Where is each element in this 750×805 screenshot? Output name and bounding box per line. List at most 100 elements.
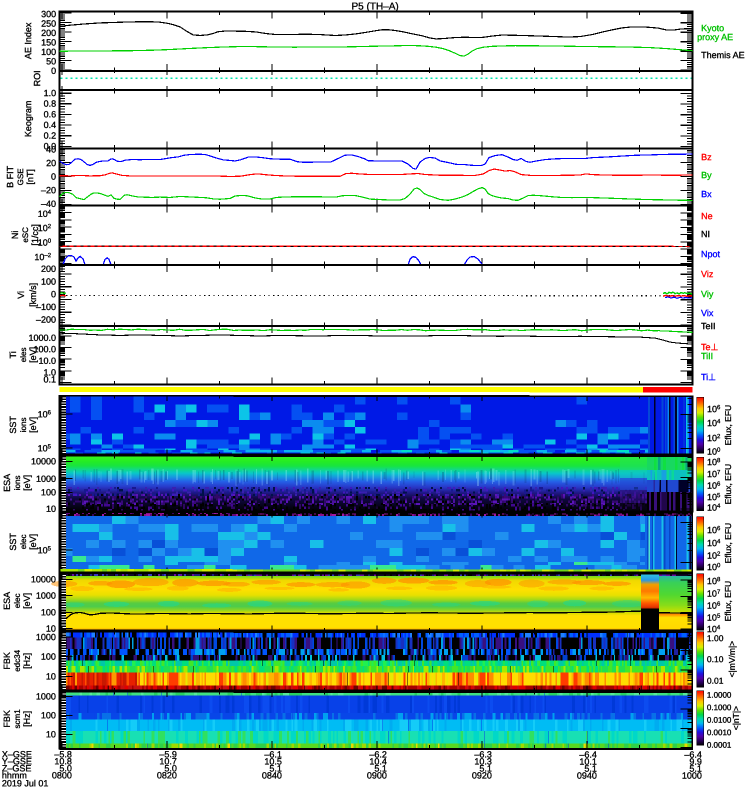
svg-text:ions: ions	[19, 418, 28, 433]
svg-text:0.10: 0.10	[707, 654, 724, 664]
svg-text:SST: SST	[8, 416, 18, 434]
svg-text:ROI: ROI	[32, 70, 42, 86]
svg-text:104: 104	[707, 503, 721, 513]
svg-text:0.8: 0.8	[44, 99, 57, 109]
svg-text:100: 100	[707, 562, 721, 572]
svg-text:100: 100	[41, 710, 56, 720]
svg-text:Ni: Ni	[10, 231, 20, 240]
svg-text:Ne: Ne	[701, 211, 713, 221]
svg-text:0920: 0920	[472, 771, 492, 781]
svg-text:105: 105	[707, 492, 721, 502]
svg-text:[eV]: [eV]	[28, 534, 38, 550]
svg-text:proxy AE: proxy AE	[697, 32, 733, 42]
svg-text:Bx: Bx	[701, 189, 712, 199]
svg-text:ESA: ESA	[2, 474, 12, 492]
svg-text:[eV]: [eV]	[22, 593, 32, 609]
svg-text:AE Index: AE Index	[23, 22, 33, 59]
svg-text:[eV]: [eV]	[28, 417, 38, 433]
svg-text:–200: –200	[36, 315, 56, 325]
svg-text:0: 0	[51, 172, 56, 182]
svg-text:0800: 0800	[52, 770, 72, 780]
svg-text:Eflux, EFU: Eflux, EFU	[723, 523, 733, 564]
svg-text:–40: –40	[41, 199, 56, 209]
svg-text:Eflux, EFU: Eflux, EFU	[723, 464, 733, 505]
svg-text:104: 104	[707, 418, 721, 428]
svg-text:0940: 0940	[577, 771, 597, 781]
svg-text:[Hz]: [Hz]	[22, 653, 32, 669]
svg-text:40: 40	[46, 144, 56, 154]
svg-text:Ti⊥: Ti⊥	[701, 372, 716, 382]
svg-text:105: 105	[38, 443, 52, 453]
svg-text:eSC: eSC	[21, 227, 30, 243]
svg-text:By: By	[701, 170, 712, 180]
svg-text:100: 100	[41, 652, 56, 662]
svg-text:1.00: 1.00	[707, 633, 724, 643]
svg-text:NI: NI	[701, 229, 710, 239]
svg-text:0.01: 0.01	[707, 676, 724, 686]
svg-text:[km/s]: [km/s]	[28, 283, 38, 307]
svg-text:[eV]: [eV]	[22, 475, 32, 491]
svg-text:0840: 0840	[262, 770, 282, 780]
svg-text:<|nT|>: <|nT|>	[731, 706, 741, 730]
svg-text:elec: elec	[19, 535, 28, 550]
svg-text:106: 106	[707, 481, 721, 491]
svg-text:10.0: 10.0	[38, 356, 56, 366]
svg-text:<|mV/m|>: <|mV/m|>	[727, 641, 737, 678]
svg-text:10: 10	[46, 504, 56, 514]
svg-text:Keogram: Keogram	[23, 101, 33, 138]
svg-text:1.0: 1.0	[43, 367, 56, 377]
svg-text:Viy: Viy	[701, 289, 714, 299]
svg-text:104: 104	[38, 209, 52, 219]
svg-text:1000: 1000	[682, 771, 702, 781]
svg-text:300: 300	[41, 9, 56, 19]
svg-text:Eflux, EFU: Eflux, EFU	[723, 581, 733, 622]
svg-text:Themis AE: Themis AE	[701, 50, 745, 60]
svg-text:200: 200	[41, 264, 56, 274]
svg-text:20: 20	[46, 158, 56, 168]
svg-text:FBK: FBK	[2, 710, 12, 728]
svg-text:Vix: Vix	[701, 308, 714, 318]
svg-text:Eflux, EFU: Eflux, EFU	[723, 405, 733, 446]
svg-text:104: 104	[707, 538, 721, 548]
svg-text:[1/cc]: [1/cc]	[30, 224, 40, 246]
svg-text:200: 200	[41, 28, 56, 38]
svg-text:Vi: Vi	[16, 291, 26, 299]
svg-text:1000: 1000	[36, 691, 56, 701]
svg-text:100: 100	[41, 607, 56, 617]
svg-text:Npot: Npot	[701, 249, 721, 259]
svg-text:ESA: ESA	[2, 592, 12, 610]
svg-text:105: 105	[707, 613, 721, 623]
svg-text:100: 100	[41, 277, 56, 287]
svg-text:[eV]: [eV]	[28, 347, 38, 363]
svg-text:0: 0	[51, 66, 56, 76]
svg-text:10000: 10000	[31, 574, 56, 584]
svg-text:0.2: 0.2	[44, 131, 57, 141]
svg-text:0: 0	[51, 289, 56, 299]
svg-text:1.0000: 1.0000	[707, 691, 732, 700]
svg-text:B FIT: B FIT	[5, 165, 15, 188]
svg-text:102: 102	[707, 433, 721, 443]
svg-text:GSE: GSE	[16, 168, 25, 185]
svg-text:106: 106	[38, 409, 52, 419]
svg-text:108: 108	[707, 457, 721, 467]
svg-text:1.0: 1.0	[44, 88, 57, 98]
svg-text:107: 107	[707, 589, 721, 599]
svg-text:TeII: TeII	[701, 321, 716, 331]
svg-text:10000: 10000	[31, 456, 56, 466]
svg-text:10–2: 10–2	[34, 252, 51, 262]
svg-text:0900: 0900	[367, 770, 387, 780]
svg-text:TiII: TiII	[701, 351, 713, 361]
svg-text:106: 106	[707, 601, 721, 611]
svg-text:0.0010: 0.0010	[707, 728, 732, 737]
svg-text:scm1: scm1	[13, 709, 22, 729]
svg-text:ions: ions	[13, 476, 22, 491]
svg-text:107: 107	[707, 469, 721, 479]
svg-text:106: 106	[707, 404, 721, 414]
svg-text:100: 100	[707, 447, 721, 457]
svg-text:–100: –100	[36, 302, 56, 312]
svg-text:250: 250	[41, 19, 56, 29]
svg-text:2019 Jul 01: 2019 Jul 01	[2, 778, 49, 788]
svg-text:100: 100	[41, 487, 56, 497]
svg-text:elec: elec	[13, 594, 22, 609]
svg-text:Viz: Viz	[701, 269, 714, 279]
